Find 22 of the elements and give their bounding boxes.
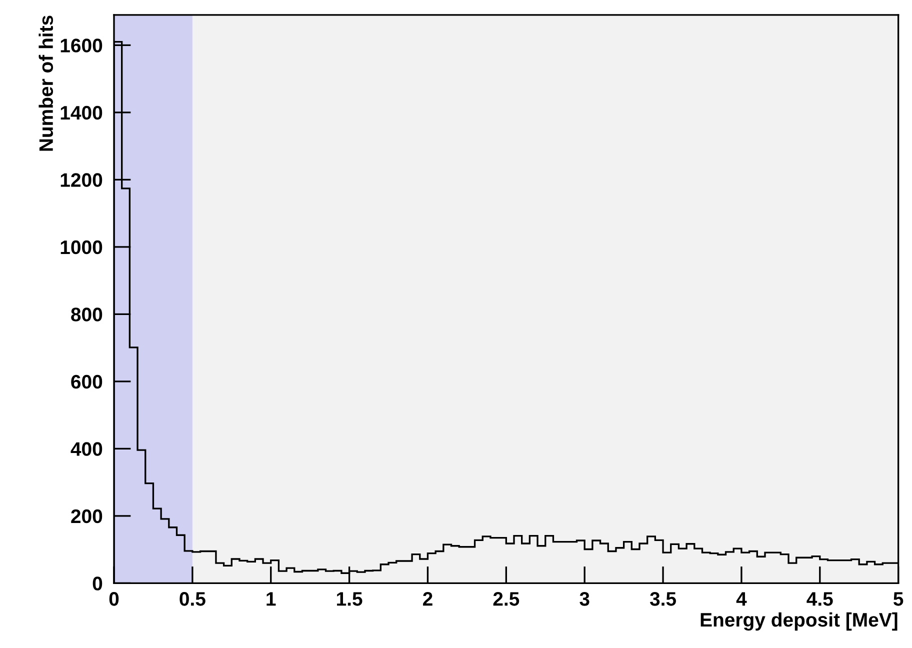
y-tick-label: 200: [71, 509, 102, 524]
x-tick-label: 2: [422, 592, 432, 606]
y-axis-title: Number of hits: [38, 16, 54, 151]
x-tick-label: 3.5: [650, 592, 676, 606]
y-tick-label: 1000: [60, 240, 102, 254]
y-tick-label: 1400: [60, 106, 102, 120]
y-tick-label: 1200: [60, 173, 102, 187]
x-tick-label: 5: [894, 592, 904, 606]
x-tick-label: 4: [736, 592, 747, 606]
x-tick-label: 0: [109, 592, 119, 606]
x-tick-label: 1.5: [337, 592, 362, 606]
y-tick-label: 0: [92, 576, 102, 590]
x-tick-label: 1: [266, 592, 276, 606]
y-tick-label: 1600: [60, 38, 102, 52]
y-tick-label: 800: [71, 308, 102, 322]
y-tick-label: 600: [71, 374, 102, 389]
x-axis-title: Energy deposit [MeV]: [700, 612, 898, 631]
x-tick-label: 3: [580, 592, 590, 606]
x-tick-label: 0.5: [180, 592, 206, 606]
y-tick-label: 400: [70, 442, 102, 456]
x-tick-label: 2.5: [493, 592, 520, 606]
x-tick-label: 4.5: [806, 592, 833, 606]
